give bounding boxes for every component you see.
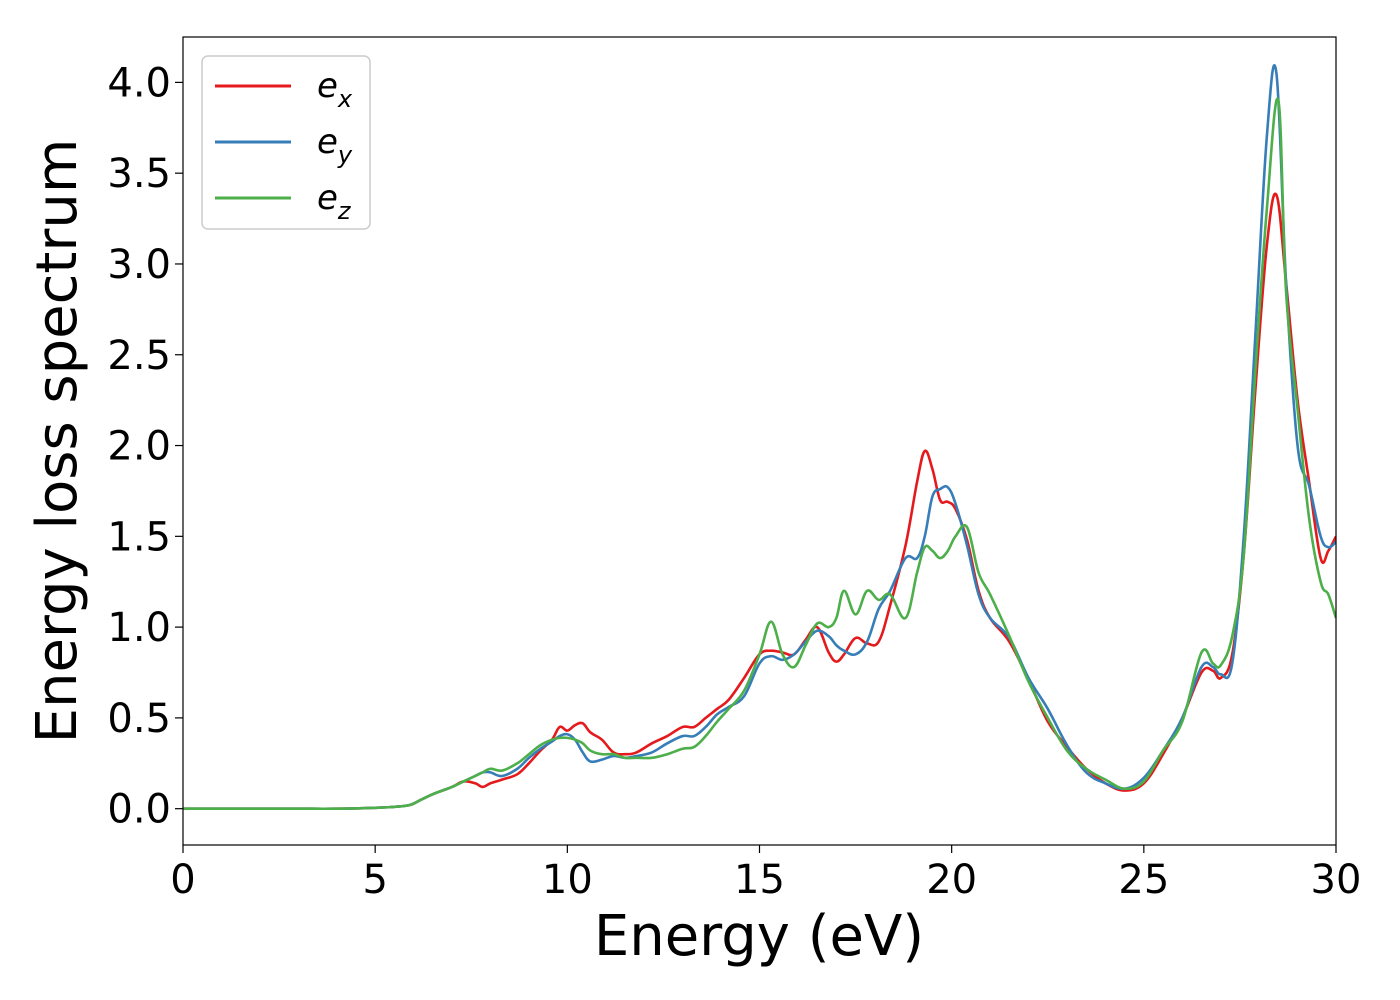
legend-label-y: ey <box>317 122 353 169</box>
y-tick-label: 3.0 <box>107 242 171 288</box>
y-tick-label: 1.5 <box>107 514 171 560</box>
legend-label-subscript: x <box>337 85 353 113</box>
x-tick-label: 15 <box>734 857 785 903</box>
legend-label-x: ex <box>317 66 353 113</box>
series-line-x <box>183 192 1336 811</box>
y-tick-label: 2.5 <box>107 333 171 379</box>
legend-label-base: e <box>317 66 338 106</box>
x-tick-label: 10 <box>542 857 593 903</box>
y-tick-label: 0.0 <box>107 787 171 833</box>
x-tick-label: 20 <box>926 857 977 903</box>
legend-label-z: ez <box>317 178 352 225</box>
x-tick-label: 25 <box>1118 857 1169 903</box>
series-line-z <box>183 97 1336 811</box>
y-tick-label: 4.0 <box>107 60 171 106</box>
x-tick-label: 5 <box>362 857 387 903</box>
legend-label-subscript: y <box>337 141 353 169</box>
series-line-y <box>183 64 1336 811</box>
legend-label-base: e <box>317 178 338 218</box>
y-axis: 0.0 0.5 1.0 1.5 2.0 2.5 3.0 3.5 4.0 <box>107 60 183 833</box>
y-tick-label: 3.5 <box>107 151 171 197</box>
y-tick-label: 2.0 <box>107 424 171 470</box>
y-axis-title: Energy loss spectrum <box>25 139 90 744</box>
x-axis-title: Energy (eV) <box>594 904 924 969</box>
legend-label-subscript: z <box>337 197 352 225</box>
x-tick-label: 0 <box>170 857 195 903</box>
series-layer <box>183 64 1336 811</box>
x-axis: 0 5 10 15 20 25 30 <box>170 845 1361 903</box>
y-tick-label: 0.5 <box>107 696 171 742</box>
x-tick-label: 30 <box>1311 857 1362 903</box>
legend-label-base: e <box>317 122 338 162</box>
y-tick-label: 1.0 <box>107 605 171 651</box>
